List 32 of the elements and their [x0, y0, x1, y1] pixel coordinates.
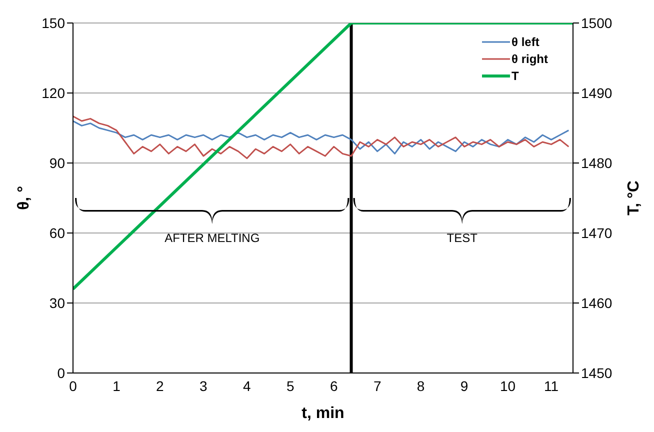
x-tick-label: 1: [112, 378, 121, 394]
annotation: TEST: [446, 231, 478, 245]
y-tick-label: 30: [49, 294, 66, 311]
y2-tick-label: 1450: [581, 364, 612, 381]
x-tick-label: 8: [416, 378, 425, 394]
x-tick-label: 2: [156, 378, 164, 394]
y2-tick-label: 1500: [581, 14, 612, 31]
x-tick-label: 6: [330, 378, 338, 394]
y-axis-title: θ, °: [16, 186, 33, 210]
annotation: AFTER MELTING: [164, 231, 260, 245]
x-tick-label: 11: [544, 378, 559, 394]
legend-label: θ left: [512, 35, 540, 49]
y-tick-label: 150: [42, 14, 66, 31]
x-tick-label: 10: [500, 378, 516, 394]
x-axis-title: t, min: [302, 405, 344, 422]
x-tick-label: 7: [373, 378, 382, 394]
legend-label: θ right: [512, 52, 548, 66]
legend-label: T: [512, 69, 519, 83]
y2-tick-label: 1490: [581, 84, 612, 101]
x-tick-label: 9: [460, 378, 468, 394]
x-tick-label: 4: [243, 378, 252, 394]
y-tick-label: 90: [49, 154, 66, 171]
y-tick-label: 60: [49, 224, 66, 241]
x-tick-label: 3: [200, 378, 208, 394]
x-tick-label: 0: [69, 378, 78, 394]
y-tick-label: 120: [42, 84, 66, 101]
y-tick-label: 0: [57, 364, 66, 381]
y2-tick-label: 1480: [581, 154, 612, 171]
y2-tick-label: 1460: [581, 294, 612, 311]
y2-axis-title: T, °C: [626, 180, 643, 216]
y2-tick-label: 1470: [581, 224, 612, 241]
x-tick-label: 5: [286, 378, 294, 394]
